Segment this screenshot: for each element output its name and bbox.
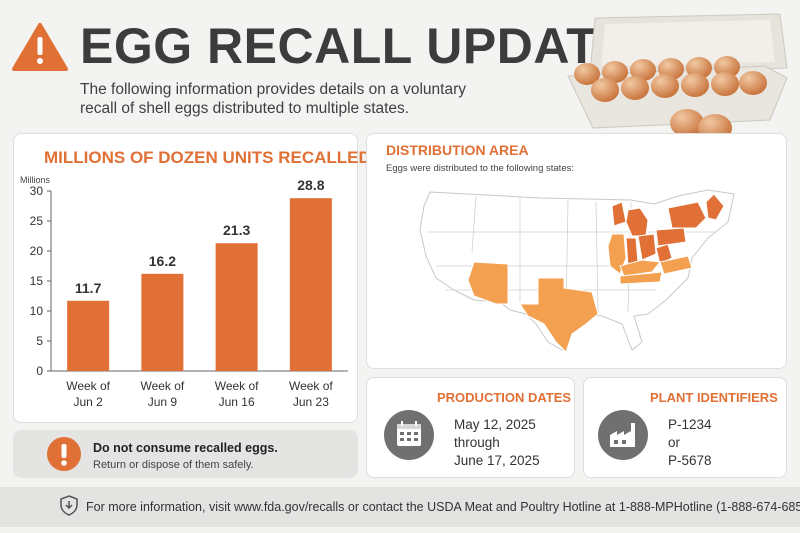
state-virginia: [659, 255, 693, 275]
production-title: PRODUCTION DATES: [437, 390, 572, 405]
x-tick-label: Jun 2: [73, 395, 103, 409]
production-start: May 12, 2025: [454, 417, 536, 432]
shield-icon: [60, 495, 78, 516]
plant-title: PLANT IDENTIFIERS: [650, 390, 778, 405]
egg-carton-image: [567, 13, 788, 142]
state-arizona: [467, 261, 509, 305]
bar-value-label: 28.8: [297, 177, 324, 193]
y-tick-label: 25: [30, 214, 44, 228]
plant-or: or: [668, 435, 681, 450]
warning-text: Return or dispose of them safely.: [93, 459, 254, 471]
x-tick-label: Week of: [66, 379, 110, 393]
bar: [215, 243, 258, 371]
state-new-england: [705, 193, 725, 221]
x-tick-label: Jun 16: [219, 395, 255, 409]
footer-text: For more information, visit www.fda.gov/…: [86, 500, 800, 514]
state-kentucky: [619, 259, 661, 277]
x-tick-label: Week of: [140, 379, 184, 393]
calendar-icon: [384, 410, 434, 460]
us-map: [419, 189, 735, 353]
warning-title: Do not consume recalled eggs.: [93, 441, 278, 455]
exclamation-icon: [47, 437, 81, 471]
distribution-subtitle: Eggs were distributed to the following s…: [386, 163, 574, 174]
plant-id-1: P-1234: [668, 417, 712, 432]
bar-value-label: 11.7: [75, 280, 102, 296]
plant-id-2: P-5678: [668, 453, 712, 468]
state-ohio: [637, 233, 657, 261]
bar: [67, 300, 110, 371]
bar: [289, 198, 332, 371]
state-wisconsin: [611, 201, 627, 227]
warning-triangle-icon: [12, 23, 68, 71]
bar-chart: 0 5 10 15 20 25 30 11.7 Week of Jun 2 16.2 Week of J…: [30, 177, 348, 409]
factory-icon: [598, 410, 648, 460]
state-pennsylvania: [655, 227, 687, 247]
state-new-york: [667, 201, 707, 229]
footer-bar: [0, 487, 800, 527]
production-through: through: [454, 435, 500, 450]
x-tick-label: Week of: [289, 379, 333, 393]
y-tick-label: 15: [30, 274, 44, 288]
y-axis-label: Millions: [20, 175, 51, 185]
y-tick-label: 5: [36, 334, 43, 348]
bar-value-label: 21.3: [223, 222, 250, 238]
chart-title: MILLIONS OF DOZEN UNITS RECALLED: [44, 148, 371, 167]
bar: [141, 273, 184, 371]
state-illinois: [607, 233, 627, 275]
page-title: EGG RECALL UPDATE: [80, 18, 632, 74]
state-tennessee: [619, 271, 663, 285]
bar-value-label: 16.2: [149, 253, 176, 269]
y-tick-label: 20: [30, 244, 44, 258]
x-tick-label: Jun 9: [148, 395, 178, 409]
y-tick-label: 10: [30, 304, 44, 318]
production-end: June 17, 2025: [454, 453, 540, 468]
distribution-title: DISTRIBUTION AREA: [386, 142, 529, 158]
y-tick-label: 30: [30, 184, 44, 198]
y-tick-label: 0: [36, 364, 43, 378]
state-texas: [519, 277, 599, 353]
x-tick-label: Jun 23: [293, 395, 329, 409]
x-tick-label: Week of: [215, 379, 259, 393]
page-subtitle: The following information provides detai…: [80, 81, 466, 117]
